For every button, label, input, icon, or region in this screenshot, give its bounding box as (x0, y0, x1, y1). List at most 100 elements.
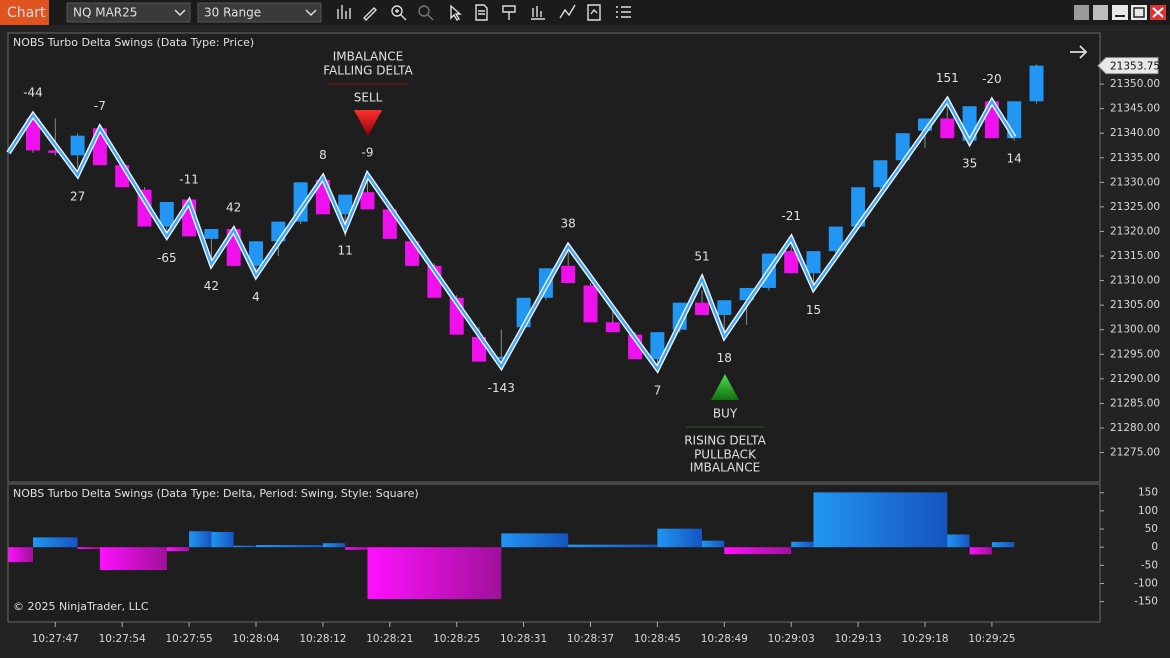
delta-bar (501, 533, 569, 548)
period-label[interactable]: 30 Range (204, 6, 261, 20)
price-panel (7, 32, 1101, 483)
copyright: © 2025 NinjaTrader, LLC (13, 600, 149, 613)
sell-arrow (354, 110, 382, 136)
swing-delta-label: -11 (179, 172, 199, 186)
buy-annotation: RISING DELTA (684, 434, 766, 448)
swing-delta-label: 35 (962, 157, 977, 171)
sell-annotation: FALLING DELTA (323, 64, 413, 78)
delta-bar (99, 547, 167, 571)
y-tick-label: 21350.00 (1110, 78, 1160, 90)
scroll-arrow[interactable] (1070, 45, 1088, 59)
x-tick-label: 10:28:12 (299, 633, 346, 645)
dropdown-arrow (174, 9, 186, 17)
delta-bar (345, 547, 368, 550)
delta-bar (702, 540, 725, 548)
x-tick-label: 10:29:03 (768, 633, 815, 645)
swing-delta-label: -21 (781, 209, 801, 223)
chart-button-label[interactable]: Chart (7, 5, 46, 21)
x-tick-label: 10:27:54 (99, 633, 146, 645)
y-tick-label: 21300.00 (1110, 324, 1160, 336)
y-tick-label: 21345.00 (1110, 103, 1160, 115)
delta-bar (77, 547, 100, 550)
delta-bar (166, 547, 190, 552)
candle-body (204, 229, 219, 239)
buy-label: BUY (713, 407, 738, 421)
candle-body (338, 194, 353, 215)
buy-arrow (711, 374, 739, 400)
swing-delta-label: -65 (157, 251, 177, 265)
chart-button[interactable] (0, 0, 49, 25)
y-tick-label: 0 (1151, 541, 1158, 553)
dropdown-arrow (305, 9, 317, 17)
window-buttons[interactable] (1074, 5, 1166, 20)
instrument-label[interactable]: NQ MAR25 (73, 6, 137, 20)
x-tick-label: 10:27:55 (166, 633, 213, 645)
swing-delta-label: -7 (94, 99, 106, 113)
swing-delta-label: 7 (654, 384, 662, 398)
delta-panel-title: NOBS Turbo Delta Swings (Data Type: Delt… (13, 487, 419, 500)
y-tick-label: 21280.00 (1110, 422, 1160, 434)
period-dropdown[interactable] (197, 2, 322, 23)
toolbar (0, 0, 1170, 25)
y-tick-label: 150 (1138, 487, 1158, 499)
candle-body (717, 300, 732, 315)
candle-body (695, 302, 709, 315)
y-tick-label: 21325.00 (1110, 201, 1160, 213)
delta-bar (322, 543, 346, 548)
x-tick-label: 10:28:25 (433, 633, 480, 645)
candle-body (806, 251, 821, 274)
swing-delta-label: 51 (694, 250, 709, 264)
swing-delta-label: -20 (982, 72, 1002, 86)
y-tick-label: 100 (1138, 505, 1158, 517)
toolbar-icons[interactable] (337, 4, 631, 21)
candle-body (494, 356, 509, 360)
candle-body (26, 118, 40, 151)
delta-bar (189, 531, 212, 548)
candle-body (561, 265, 576, 284)
instrument-dropdown[interactable] (66, 2, 191, 23)
sell-annotation: IMBALANCE (333, 50, 403, 64)
buy-annotation: IMBALANCE (690, 461, 760, 475)
y-tick-label: -150 (1134, 596, 1158, 608)
y-tick-label: -50 (1141, 559, 1158, 571)
sell-label: SELL (354, 91, 383, 105)
buy-annotation: PULLBACK (694, 448, 757, 462)
y-tick-label: 21330.00 (1110, 176, 1160, 188)
swing-delta-label: 14 (1007, 152, 1022, 166)
x-tick-label: 10:29:25 (968, 633, 1015, 645)
candle-body (672, 302, 687, 330)
swing-delta-label: 18 (717, 351, 732, 365)
candle-body (650, 332, 665, 360)
delta-bar (791, 541, 814, 548)
delta-bar (813, 492, 948, 548)
swing-delta-label: 151 (936, 71, 959, 85)
candle-body (784, 251, 799, 274)
candle-body (1029, 65, 1044, 102)
x-tick-label: 10:28:45 (634, 633, 681, 645)
swing-delta-label: -143 (488, 381, 515, 395)
y-tick-label: 21315.00 (1110, 250, 1160, 262)
swing-line (7, 98, 1016, 372)
x-tick-label: 10:28:31 (500, 633, 547, 645)
x-tick-label: 10:28:49 (701, 633, 748, 645)
candle-body (159, 201, 174, 227)
delta-bar (256, 545, 323, 548)
delta-bar (8, 547, 33, 563)
candle-body (360, 192, 375, 210)
x-tick-label: 10:29:18 (901, 633, 948, 645)
y-tick-label: 21285.00 (1110, 397, 1160, 409)
delta-bar (211, 531, 234, 548)
candle-body (583, 285, 598, 323)
last-price-marker (1097, 57, 1159, 75)
candle-body (940, 118, 955, 139)
x-tick-label: 10:29:13 (835, 633, 882, 645)
y-tick-label: 21310.00 (1110, 275, 1160, 287)
delta-bar (724, 547, 792, 555)
swing-delta-label: 27 (70, 189, 85, 203)
swing-delta-label: 42 (226, 200, 241, 214)
swing-delta-label: 38 (561, 217, 576, 231)
y-tick-label: 50 (1145, 523, 1158, 535)
x-tick-label: 10:28:21 (366, 633, 413, 645)
